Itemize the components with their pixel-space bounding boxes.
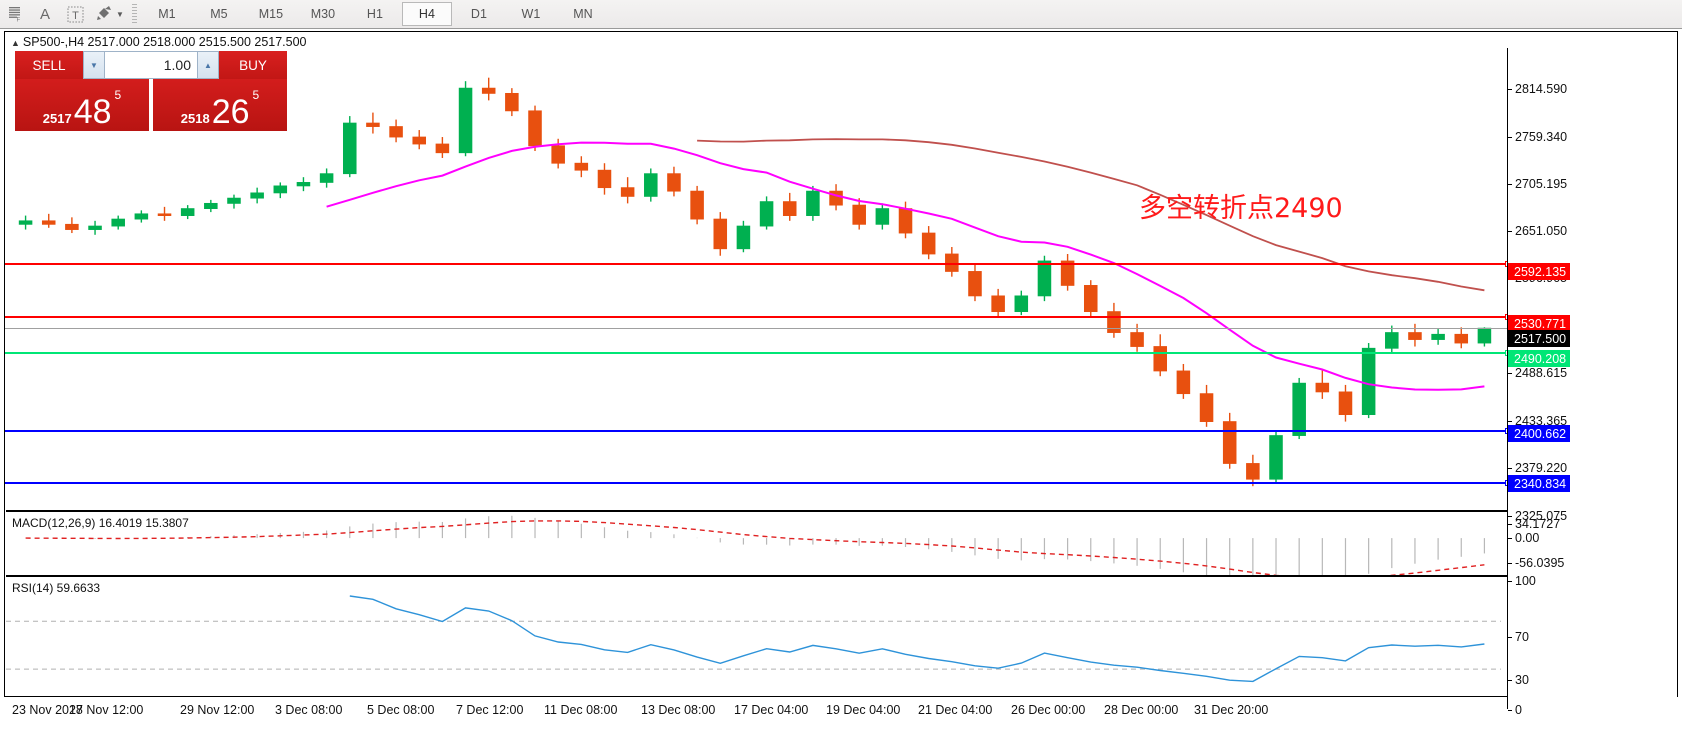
chevron-down-icon[interactable]: ▼ — [116, 9, 124, 19]
price-tick: 2379.220 — [1507, 461, 1568, 475]
price-tag-blue[interactable]: 2400.662 — [1508, 425, 1571, 442]
quote-text: SP500-,H4 2517.000 2518.000 2515.500 251… — [22, 35, 307, 49]
collapse-triangle-icon[interactable]: ▲ — [11, 38, 20, 48]
price-tick: 2814.590 — [1507, 82, 1568, 96]
price-tag-green[interactable]: 2490.208 — [1508, 350, 1571, 367]
trade-panel-prices: 2517 48 5 2518 26 5 — [15, 79, 287, 131]
price-tick: 2759.340 — [1507, 130, 1568, 144]
text-label-icon[interactable]: A — [39, 5, 50, 23]
price-tick: 2433.365 — [1507, 414, 1568, 428]
time-label: 5 Dec 08:00 — [367, 703, 435, 717]
price-tag-red[interactable]: 2530.771 — [1508, 315, 1571, 332]
time-label: 19 Dec 04:00 — [826, 703, 901, 717]
time-axis[interactable]: 23 Nov 2018 27 Nov 12:00 29 Nov 12:00 3 Dec… — [4, 699, 1678, 725]
timeframe-d1[interactable]: D1 — [470, 7, 487, 21]
macd-svg — [25, 515, 1486, 576]
chart-toolbar: F A T ▼ M1 M5 M15 M30 H1 H4 D1 W1 M — [0, 0, 1682, 29]
time-label: 26 Dec 00:00 — [1011, 703, 1086, 717]
price-tick: 2325.075 — [1507, 509, 1568, 523]
chart-area[interactable]: ▲ SP500-,H4 2517.000 2518.000 2515.500 25… — [4, 31, 1678, 717]
indicator-list-icon[interactable]: F — [0, 1, 30, 27]
indicator-tick: 34.1727 — [1507, 517, 1561, 531]
text-box-icon[interactable]: T — [60, 1, 90, 27]
indicator-tick: 70 — [1508, 630, 1529, 644]
indicator-tick: -56.0395 — [1507, 556, 1565, 570]
timeframe-m5[interactable]: M5 — [210, 7, 228, 21]
arrows-icon[interactable] — [90, 1, 120, 27]
price-scale[interactable]: 2814.5902759.3402705.1952651.0502596.905… — [1507, 48, 1677, 717]
timeframe-m1[interactable]: M1 — [158, 7, 176, 21]
indicator-tick: 0 — [1508, 703, 1522, 717]
price-tick: 2705.195 — [1507, 177, 1568, 191]
time-label: 7 Dec 12:00 — [456, 703, 524, 717]
timeframe-m15[interactable]: M15 — [258, 7, 284, 21]
toolbar-divider — [131, 4, 137, 24]
timeframe-mn[interactable]: MN — [573, 7, 593, 21]
macd-label: MACD(12,26,9) 16.4019 15.3807 — [12, 516, 192, 530]
level-line-last-price[interactable] — [5, 327, 1507, 329]
level-line-resistance[interactable] — [5, 314, 1511, 321]
indicator-tick: 30 — [1508, 673, 1529, 687]
price-tag-blue[interactable]: 2340.834 — [1508, 475, 1571, 492]
buy-price-prefix: 2518 — [180, 111, 210, 126]
time-label: 11 Dec 08:00 — [544, 703, 618, 717]
time-label: 13 Dec 08:00 — [641, 703, 716, 717]
rsi-label: RSI(14) 59.6633 — [12, 581, 104, 595]
level-line-resistance[interactable] — [5, 260, 1511, 267]
sell-price-prefix: 2517 — [42, 111, 72, 126]
time-label: 27 Nov 12:00 — [69, 703, 144, 717]
buy-price-fraction: 5 — [252, 88, 260, 102]
one-click-trading-panel[interactable]: SELL ▼ 1.00 ▲ BUY 2517 48 5 2518 26 5 — [15, 51, 287, 131]
macd-plot[interactable] — [6, 515, 1507, 576]
svg-text:T: T — [72, 10, 79, 22]
price-tick: 2488.615 — [1507, 366, 1568, 380]
volume-decrease-icon[interactable]: ▼ — [84, 52, 105, 78]
indicator-tick: 100 — [1508, 574, 1536, 588]
time-label: 3 Dec 08:00 — [275, 703, 343, 717]
price-tag-black[interactable]: 2517.500 — [1508, 330, 1571, 347]
rsi-plot[interactable] — [6, 579, 1507, 709]
buy-price-main: 26 — [211, 93, 250, 131]
level-line-support[interactable] — [5, 427, 1511, 434]
macd-separator — [6, 510, 1507, 512]
rsi-separator — [6, 575, 1507, 577]
buy-button[interactable]: BUY — [219, 51, 287, 80]
sell-price-main: 48 — [73, 93, 112, 131]
sell-button[interactable]: SELL — [15, 51, 83, 80]
sell-price-fraction: 5 — [114, 88, 122, 102]
sell-price-block[interactable]: 2517 48 5 — [15, 79, 149, 131]
rsi-svg — [6, 595, 1501, 683]
timeframe-w1[interactable]: W1 — [521, 7, 541, 21]
time-label: 29 Nov 12:00 — [180, 703, 255, 717]
volume-increase-icon[interactable]: ▲ — [197, 52, 218, 78]
level-line-support[interactable] — [5, 479, 1511, 486]
timeframe-h1[interactable]: H1 — [366, 7, 383, 21]
level-line-pivot[interactable] — [5, 349, 1511, 356]
time-label: 28 Dec 00:00 — [1104, 703, 1179, 717]
time-label: 21 Dec 04:00 — [918, 703, 993, 717]
time-label: 17 Dec 04:00 — [734, 703, 809, 717]
price-plot[interactable] — [6, 48, 1507, 508]
time-label: 23 Nov 2018 — [12, 703, 83, 717]
trade-panel-top: SELL ▼ 1.00 ▲ BUY — [15, 51, 287, 80]
volume-stepper[interactable]: ▼ 1.00 ▲ — [83, 51, 219, 79]
candlestick-svg — [18, 77, 1492, 487]
symbol-quote-line: ▲ SP500-,H4 2517.000 2518.000 2515.500 25… — [11, 35, 307, 49]
chart-annotation: 多空转折点2490 — [1139, 193, 1343, 224]
svg-text:F: F — [16, 18, 20, 23]
volume-input[interactable]: 1.00 — [163, 57, 191, 73]
buy-price-block[interactable]: 2518 26 5 — [153, 79, 287, 131]
timeframe-h4[interactable]: H4 — [401, 2, 452, 26]
time-label: 31 Dec 20:00 — [1194, 703, 1269, 717]
timeframe-m30[interactable]: M30 — [310, 7, 336, 21]
indicator-tick: 0.00 — [1507, 531, 1540, 545]
price-tick: 2651.050 — [1507, 224, 1568, 238]
price-tag-red[interactable]: 2592.135 — [1508, 263, 1571, 280]
